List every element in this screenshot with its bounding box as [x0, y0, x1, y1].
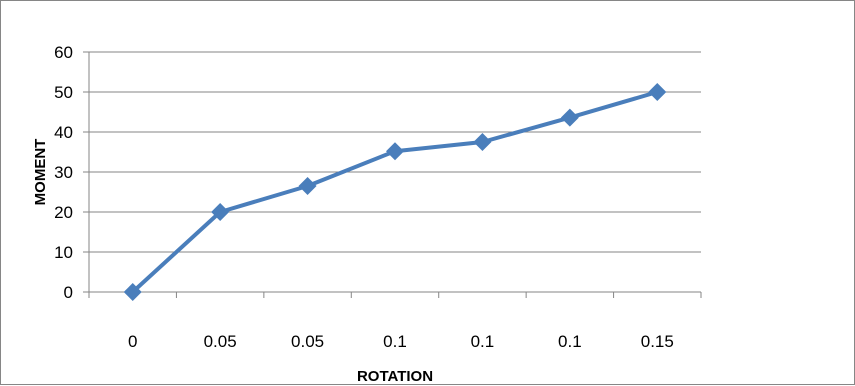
y-tick-label-60: 60: [54, 43, 73, 62]
y-tick-label-10: 10: [54, 243, 73, 262]
data-point-5: [560, 108, 579, 127]
x-tick-label-2: 0.05: [291, 332, 324, 351]
x-tick-label-0: 0: [128, 332, 137, 351]
y-tick-label-0: 0: [64, 283, 73, 302]
y-tick-label-40: 40: [54, 123, 73, 142]
gridlines: [89, 51, 701, 253]
x-axis-title: ROTATION: [357, 368, 433, 385]
data-point-3: [386, 142, 404, 161]
y-tick-labels: 0 10 20 30 40 50 60: [54, 43, 73, 302]
data-point-1: [211, 203, 230, 221]
data-point-2: [298, 177, 317, 195]
y-tick-label-20: 20: [54, 203, 73, 222]
x-tick-label-5: 0.1: [558, 332, 582, 351]
x-tick-labels: 0 0.05 0.05 0.1 0.1 0.1 0.15: [128, 332, 674, 351]
axes: [83, 51, 702, 298]
y-tick-label-30: 30: [54, 163, 73, 182]
x-tick-label-4: 0.1: [471, 332, 495, 351]
x-tick-label-1: 0.05: [204, 332, 237, 351]
data-point-6: [648, 83, 667, 101]
data-point-4: [473, 133, 492, 151]
x-tick-label-3: 0.1: [383, 332, 407, 351]
x-tick-label-6: 0.15: [641, 332, 674, 351]
y-axis-title: MOMENT: [32, 139, 49, 206]
series-moment: [123, 83, 667, 301]
series-line-0: [131, 90, 658, 294]
y-tick-label-50: 50: [54, 83, 73, 102]
